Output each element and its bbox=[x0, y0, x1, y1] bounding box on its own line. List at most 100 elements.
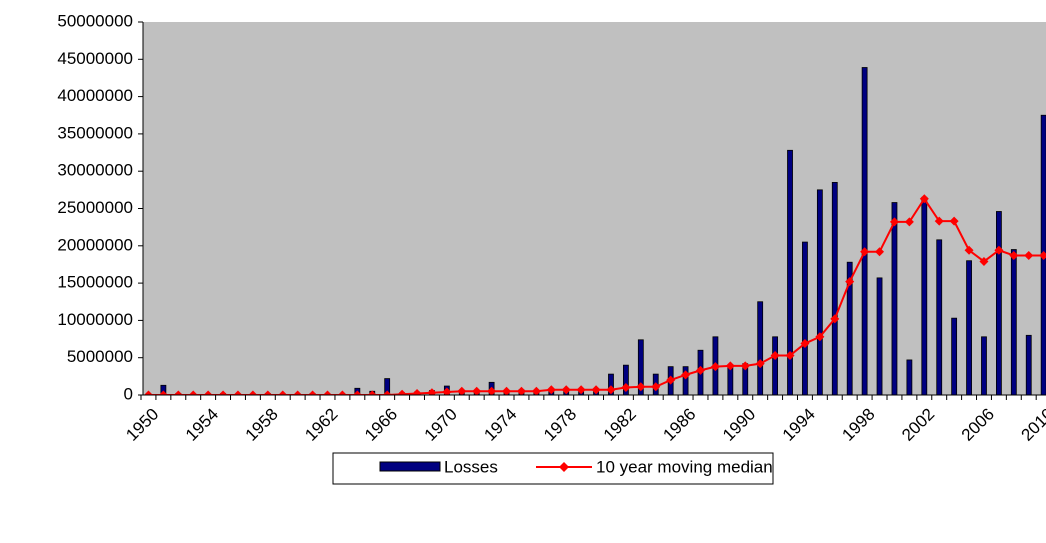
x-tick-label: 1994 bbox=[779, 405, 819, 445]
legend-marker bbox=[559, 462, 569, 472]
median-marker bbox=[487, 386, 497, 395]
y-tick-label: 25000000 bbox=[57, 198, 133, 217]
median-marker bbox=[1024, 250, 1034, 260]
median-marker bbox=[516, 386, 526, 395]
bar bbox=[876, 277, 883, 395]
median-marker bbox=[785, 350, 795, 360]
median-marker bbox=[442, 387, 452, 395]
median-marker bbox=[308, 390, 318, 395]
median-marker bbox=[143, 390, 153, 395]
x-tick-label: 2002 bbox=[898, 405, 938, 445]
median-marker bbox=[546, 385, 556, 395]
legend-swatch bbox=[379, 461, 441, 472]
median-marker bbox=[904, 217, 914, 227]
median-marker bbox=[964, 245, 974, 255]
x-tick-label: 1982 bbox=[600, 405, 640, 445]
median-marker bbox=[188, 390, 198, 395]
bar bbox=[966, 260, 972, 395]
y-tick-label: 40000000 bbox=[57, 86, 133, 105]
median-marker bbox=[203, 390, 213, 395]
median-marker bbox=[800, 339, 810, 349]
x-tick-label: 1950 bbox=[122, 405, 162, 445]
bar bbox=[787, 149, 793, 395]
median-marker bbox=[696, 365, 705, 375]
median-marker bbox=[934, 216, 944, 226]
median-marker bbox=[158, 390, 168, 395]
median-marker bbox=[472, 386, 482, 395]
bar bbox=[1025, 334, 1032, 395]
median-marker bbox=[875, 247, 885, 257]
x-tick-label: 1990 bbox=[719, 405, 759, 445]
median-marker bbox=[681, 370, 691, 380]
median-marker bbox=[248, 390, 258, 395]
plot-area bbox=[143, 22, 1046, 395]
y-tick-label: 10000000 bbox=[57, 310, 133, 329]
bar bbox=[682, 366, 689, 395]
median-marker bbox=[278, 390, 288, 395]
legend-label: Losses bbox=[444, 457, 498, 476]
y-tick-label: 5000000 bbox=[67, 347, 133, 366]
median-marker bbox=[979, 256, 989, 266]
median-marker bbox=[994, 245, 1004, 255]
bar bbox=[981, 336, 987, 395]
median-marker bbox=[367, 390, 377, 395]
bar bbox=[160, 384, 167, 395]
y-tick-label: 20000000 bbox=[57, 235, 133, 254]
y-tick-label: 30000000 bbox=[57, 161, 133, 180]
x-tick-label: 1958 bbox=[242, 405, 282, 445]
bar bbox=[1010, 249, 1017, 395]
x-tick-label: 1986 bbox=[659, 405, 699, 445]
x-tick-label: 1970 bbox=[421, 405, 461, 445]
bar bbox=[623, 364, 629, 395]
median-marker bbox=[427, 388, 437, 395]
bar bbox=[816, 189, 823, 395]
median-marker bbox=[1009, 250, 1019, 260]
median-marker bbox=[531, 386, 541, 395]
y-tick-label: 0 bbox=[124, 384, 133, 403]
median-marker bbox=[725, 361, 735, 371]
median-marker bbox=[457, 386, 467, 395]
median-marker bbox=[591, 385, 601, 395]
bar bbox=[996, 211, 1002, 395]
x-tick-label: 1962 bbox=[301, 405, 341, 445]
median-marker bbox=[636, 382, 646, 392]
median-marker bbox=[173, 390, 183, 395]
median-marker bbox=[323, 390, 332, 395]
x-tick-label: 2006 bbox=[958, 405, 998, 445]
median-marker bbox=[337, 390, 347, 395]
bar bbox=[772, 336, 778, 395]
median-marker bbox=[263, 390, 273, 395]
median-marker bbox=[382, 390, 392, 395]
median-marker bbox=[561, 385, 571, 395]
bar bbox=[384, 378, 391, 395]
median-marker bbox=[889, 217, 899, 227]
bar bbox=[891, 202, 898, 395]
legend-label: 10 year moving median bbox=[596, 457, 773, 476]
bar bbox=[936, 239, 943, 395]
median-marker bbox=[218, 390, 228, 395]
bar bbox=[831, 181, 838, 395]
median-marker bbox=[412, 389, 422, 395]
median-marker bbox=[770, 350, 780, 360]
legend: Losses 10 year moving median bbox=[332, 452, 774, 485]
median-marker bbox=[576, 385, 586, 395]
median-marker bbox=[830, 314, 840, 324]
median-marker bbox=[293, 390, 303, 395]
median-marker bbox=[949, 216, 959, 226]
median-marker bbox=[651, 382, 661, 392]
median-marker bbox=[621, 383, 631, 393]
y-tick-label: 45000000 bbox=[57, 49, 133, 68]
median-marker bbox=[755, 359, 765, 369]
x-tick-label: 1974 bbox=[480, 405, 520, 445]
bar bbox=[906, 359, 913, 395]
bar bbox=[846, 261, 853, 395]
median-marker bbox=[919, 194, 929, 204]
x-tick-label: 1978 bbox=[540, 405, 580, 445]
median-marker bbox=[233, 390, 243, 395]
x-tick-label: 1998 bbox=[838, 405, 878, 445]
median-marker bbox=[397, 389, 407, 395]
bar bbox=[861, 67, 868, 395]
bar bbox=[951, 317, 958, 395]
y-tick-label: 50000000 bbox=[57, 11, 133, 30]
